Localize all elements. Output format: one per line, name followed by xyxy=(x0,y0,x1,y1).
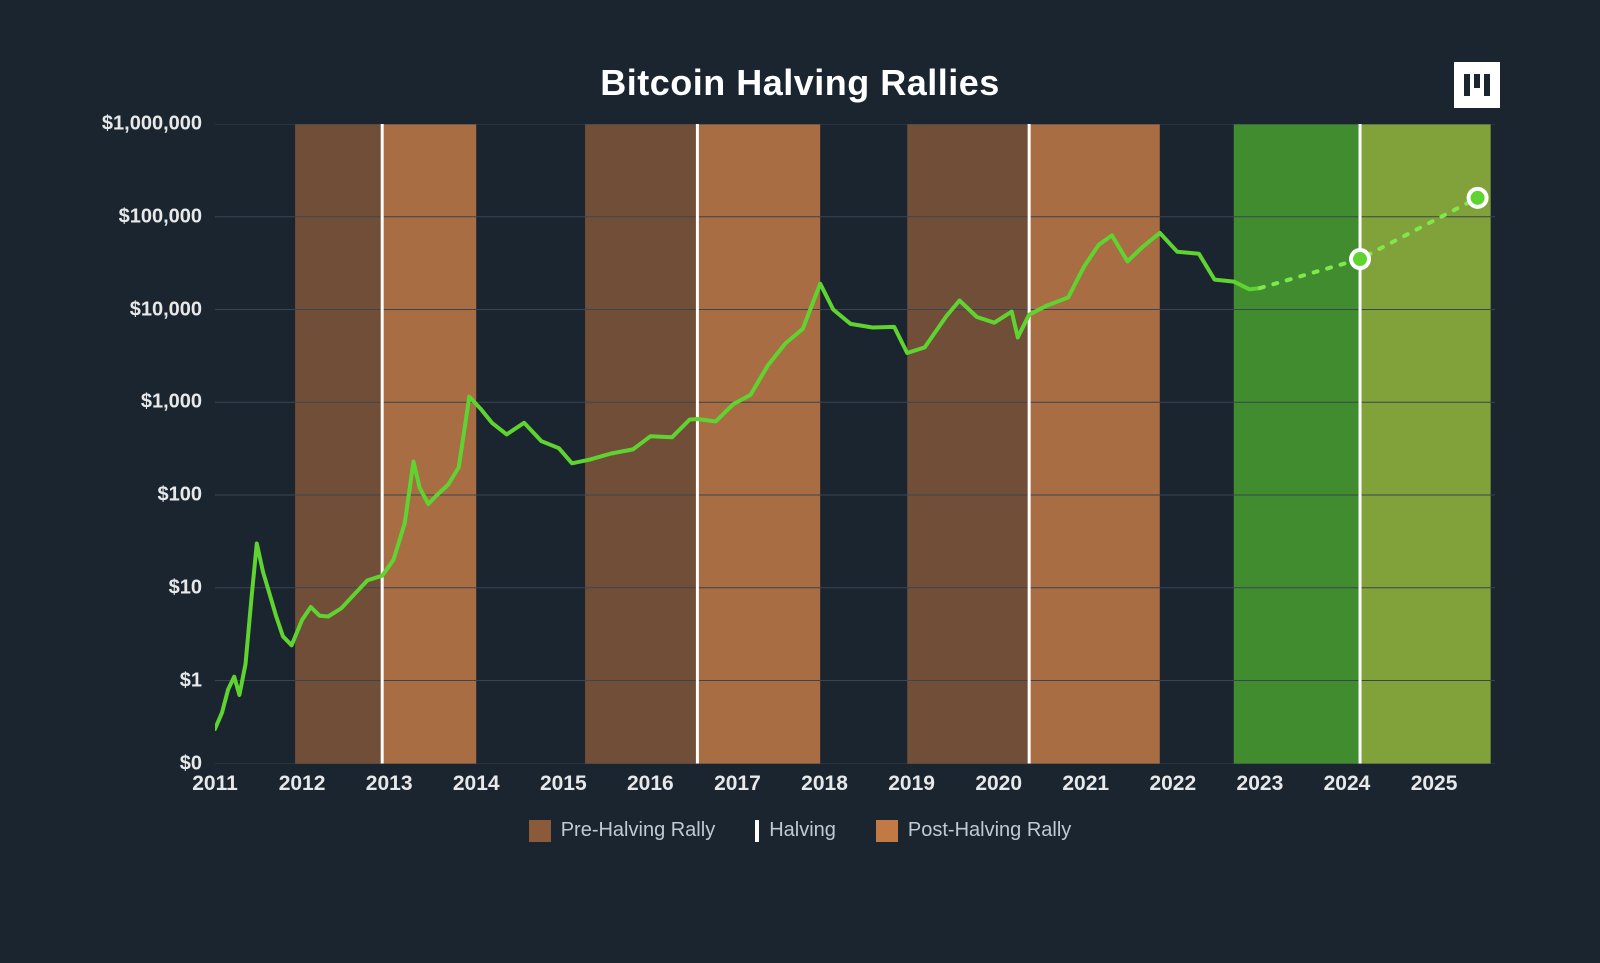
x-tick-label: 2016 xyxy=(627,772,674,796)
x-axis: 2011201220132014201520162017201820192020… xyxy=(215,772,1495,812)
legend-item: Post-Halving Rally xyxy=(876,819,1071,842)
y-tick-label: $1,000,000 xyxy=(102,113,202,136)
chart-container: Bitcoin Halving Rallies $1,000,000 $100,0… xyxy=(80,44,1520,919)
legend-swatch xyxy=(529,820,551,842)
x-tick-label: 2020 xyxy=(975,772,1022,796)
x-tick-label: 2012 xyxy=(279,772,326,796)
legend-item: Halving xyxy=(755,819,836,842)
brand-logo-icon xyxy=(1454,62,1500,108)
y-tick-label: $10,000 xyxy=(130,298,202,321)
legend-label: Post-Halving Rally xyxy=(908,819,1071,842)
y-tick-label: $100,000 xyxy=(119,205,202,228)
x-tick-label: 2014 xyxy=(453,772,500,796)
y-tick-label: $1,000 xyxy=(141,391,202,414)
legend-halving-icon xyxy=(755,820,759,842)
x-tick-label: 2018 xyxy=(801,772,848,796)
chart-title: Bitcoin Halving Rallies xyxy=(80,62,1520,104)
x-tick-label: 2015 xyxy=(540,772,587,796)
plot-area xyxy=(215,124,1495,764)
legend-swatch xyxy=(876,820,898,842)
y-tick-label: $100 xyxy=(158,484,203,507)
x-tick-label: 2024 xyxy=(1324,772,1371,796)
x-tick-label: 2019 xyxy=(888,772,935,796)
legend-label: Halving xyxy=(769,819,836,842)
x-tick-label: 2011 xyxy=(192,772,238,796)
x-tick-label: 2023 xyxy=(1237,772,1284,796)
legend-label: Pre-Halving Rally xyxy=(561,819,716,842)
y-axis: $1,000,000$100,000$10,000$1,000$100$10$1… xyxy=(80,124,210,764)
y-tick-label: $10 xyxy=(169,576,202,599)
x-tick-label: 2017 xyxy=(714,772,761,796)
legend-item: Pre-Halving Rally xyxy=(529,819,716,842)
y-tick-label: $1 xyxy=(180,669,202,692)
chart-svg xyxy=(215,124,1495,764)
x-tick-label: 2022 xyxy=(1149,772,1196,796)
x-tick-label: 2021 xyxy=(1062,772,1109,796)
x-tick-label: 2013 xyxy=(366,772,413,796)
legend: Pre-Halving Rally Halving Post-Halving Ral… xyxy=(80,819,1520,842)
x-tick-label: 2025 xyxy=(1411,772,1458,796)
